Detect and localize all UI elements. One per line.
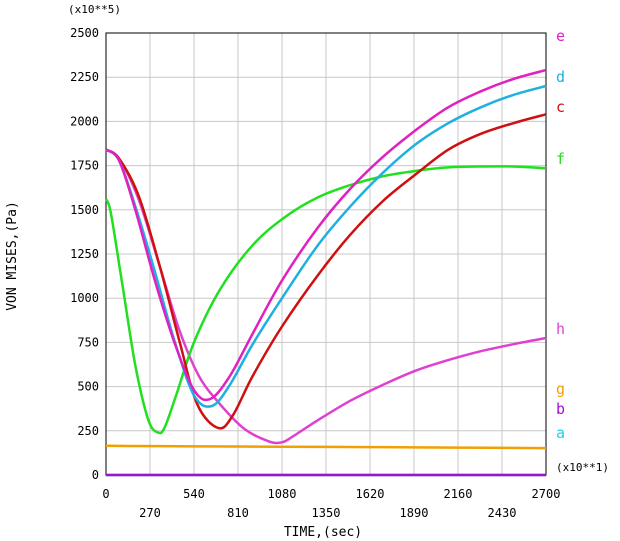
x-tick-label: 2160 xyxy=(444,487,473,501)
series-line-g xyxy=(105,444,547,450)
series-line-d xyxy=(105,84,547,408)
series-line-e xyxy=(105,68,547,402)
y-tick-label: 1500 xyxy=(70,203,99,217)
curve-label-g: g xyxy=(556,380,565,398)
y-tick-label: 2000 xyxy=(70,114,99,128)
tick-labels: 0 250 500 750 1000 1250 1500 1750 2000 2250 2500 0 5… xyxy=(70,26,560,520)
x-multiplier: (x10**1) xyxy=(556,461,609,474)
curve-label-f: f xyxy=(556,150,565,168)
x-tick-label: 810 xyxy=(227,506,249,520)
curve-label-c: c xyxy=(556,98,565,116)
y-tick-label: 1250 xyxy=(70,247,99,261)
x-tick-label: 0 xyxy=(102,487,109,501)
y-tick-label: 1750 xyxy=(70,159,99,173)
curve-labels: e dc f h gba xyxy=(556,27,565,442)
y-multiplier: (x10**5) xyxy=(68,3,121,16)
y-tick-label: 250 xyxy=(77,424,99,438)
series-line-f xyxy=(104,165,547,435)
y-tick-label: 750 xyxy=(77,335,99,349)
curve-label-b: b xyxy=(556,400,565,418)
y-axis-title: VON MISES,(Pa) xyxy=(5,201,20,311)
y-tick-label: 2250 xyxy=(70,70,99,84)
y-tick-label: 500 xyxy=(77,380,99,394)
series-layer xyxy=(104,68,547,477)
x-tick-label: 1890 xyxy=(400,506,429,520)
x-tick-label: 1350 xyxy=(312,506,341,520)
x-tick-label: 2700 xyxy=(532,487,561,501)
x-tick-label: 1620 xyxy=(356,487,385,501)
curve-label-d: d xyxy=(556,68,565,86)
x-tick-label: 2430 xyxy=(488,506,517,520)
curve-label-h: h xyxy=(556,320,565,338)
curve-label-a: a xyxy=(556,424,565,442)
series-line-c xyxy=(105,113,547,430)
x-axis-title: TIME,(sec) xyxy=(284,525,362,540)
curve-label-e: e xyxy=(556,27,565,45)
x-tick-label: 270 xyxy=(139,506,161,520)
y-tick-label: 0 xyxy=(92,468,99,482)
y-tick-label: 1000 xyxy=(70,291,99,305)
x-tick-label: 1080 xyxy=(268,487,297,501)
y-tick-label: 2500 xyxy=(70,26,99,40)
x-tick-label: 540 xyxy=(183,487,205,501)
